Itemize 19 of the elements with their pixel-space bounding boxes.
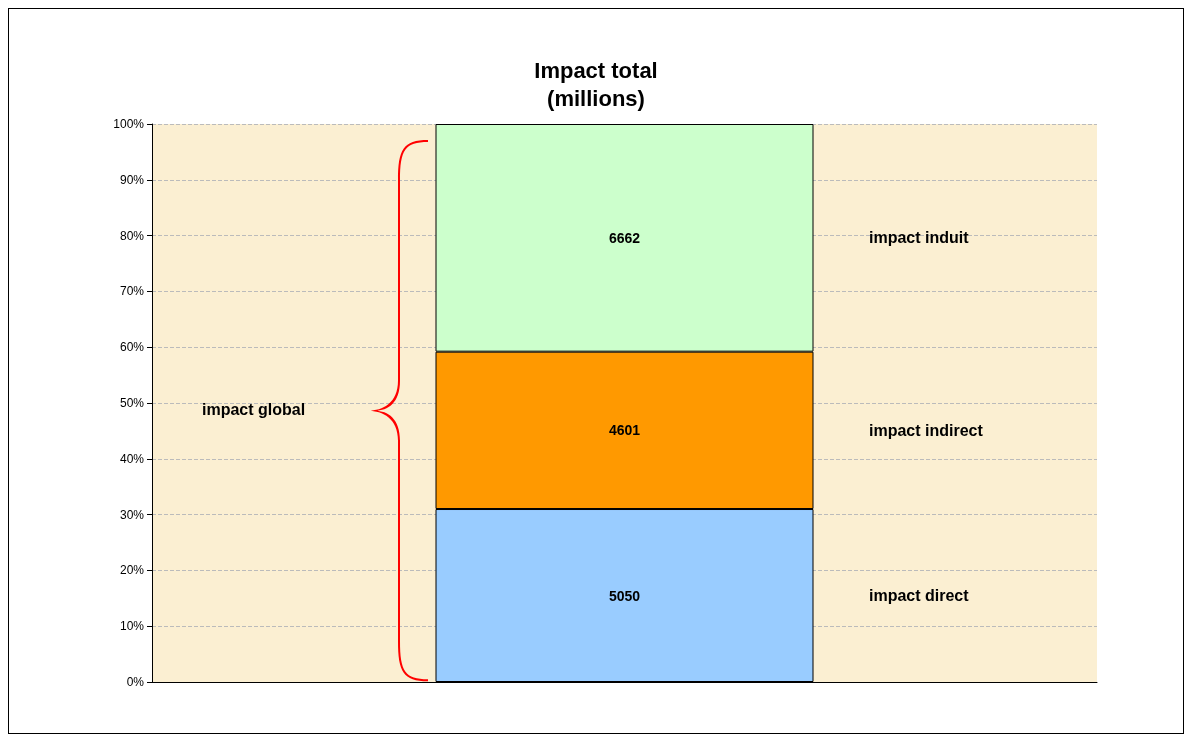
annotation: impact global (202, 400, 306, 418)
y-tick-label: 80% (119, 228, 145, 243)
y-tick-label: 50% (119, 396, 145, 410)
text: impact induit (869, 229, 970, 247)
y-tick-label: 40% (119, 451, 145, 466)
annotation: 5050 (608, 587, 641, 604)
y-tick-label: 30% (119, 507, 145, 522)
y-tick-label: 20% (119, 563, 145, 578)
text: impact direct (869, 587, 970, 605)
y-tick-label: 0% (126, 675, 145, 689)
y-tick-label: 60% (119, 340, 145, 355)
y-tick-label: 10% (119, 619, 145, 634)
text: impact indirect (869, 421, 984, 439)
y-tick-label: 70% (119, 284, 145, 299)
y-tick-label: 90% (119, 172, 145, 187)
annotation: 6662 (608, 229, 641, 246)
y-tick-label: 100% (113, 117, 145, 131)
annotation: 4601 (608, 422, 641, 439)
chart-title: Impact total (millions) (534, 57, 658, 111)
